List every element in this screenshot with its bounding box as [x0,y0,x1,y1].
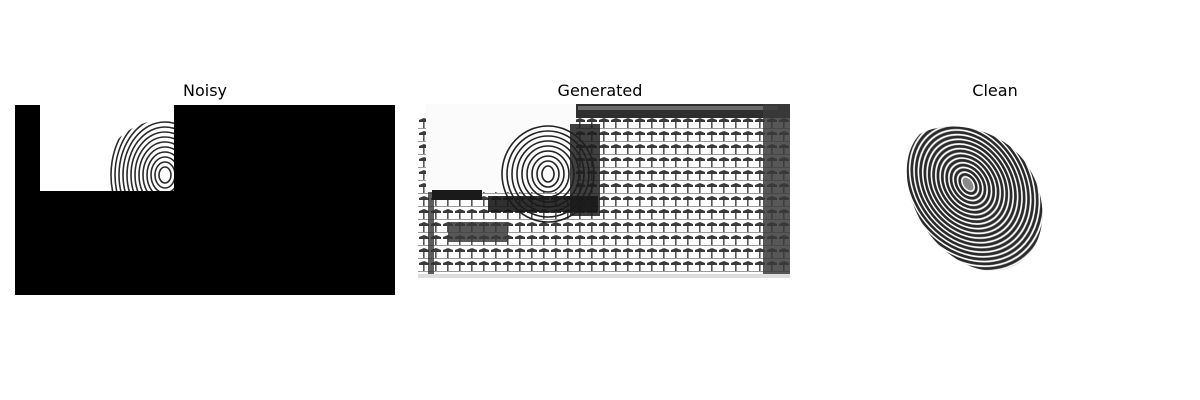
noisy-white-window [40,105,174,191]
noisy-fingerprint [110,120,174,191]
generated-bright-region [426,104,576,192]
noisy-image [15,105,395,295]
noisy-image-canvas [15,105,395,295]
clean-image-canvas [890,122,1050,274]
noisy-title: Noisy [182,81,227,100]
generated-image [418,104,790,284]
generated-image-canvas [418,104,790,284]
generated-title: Generated [557,81,643,100]
clean-title: Clean [972,81,1018,100]
clean-image [890,122,1050,274]
